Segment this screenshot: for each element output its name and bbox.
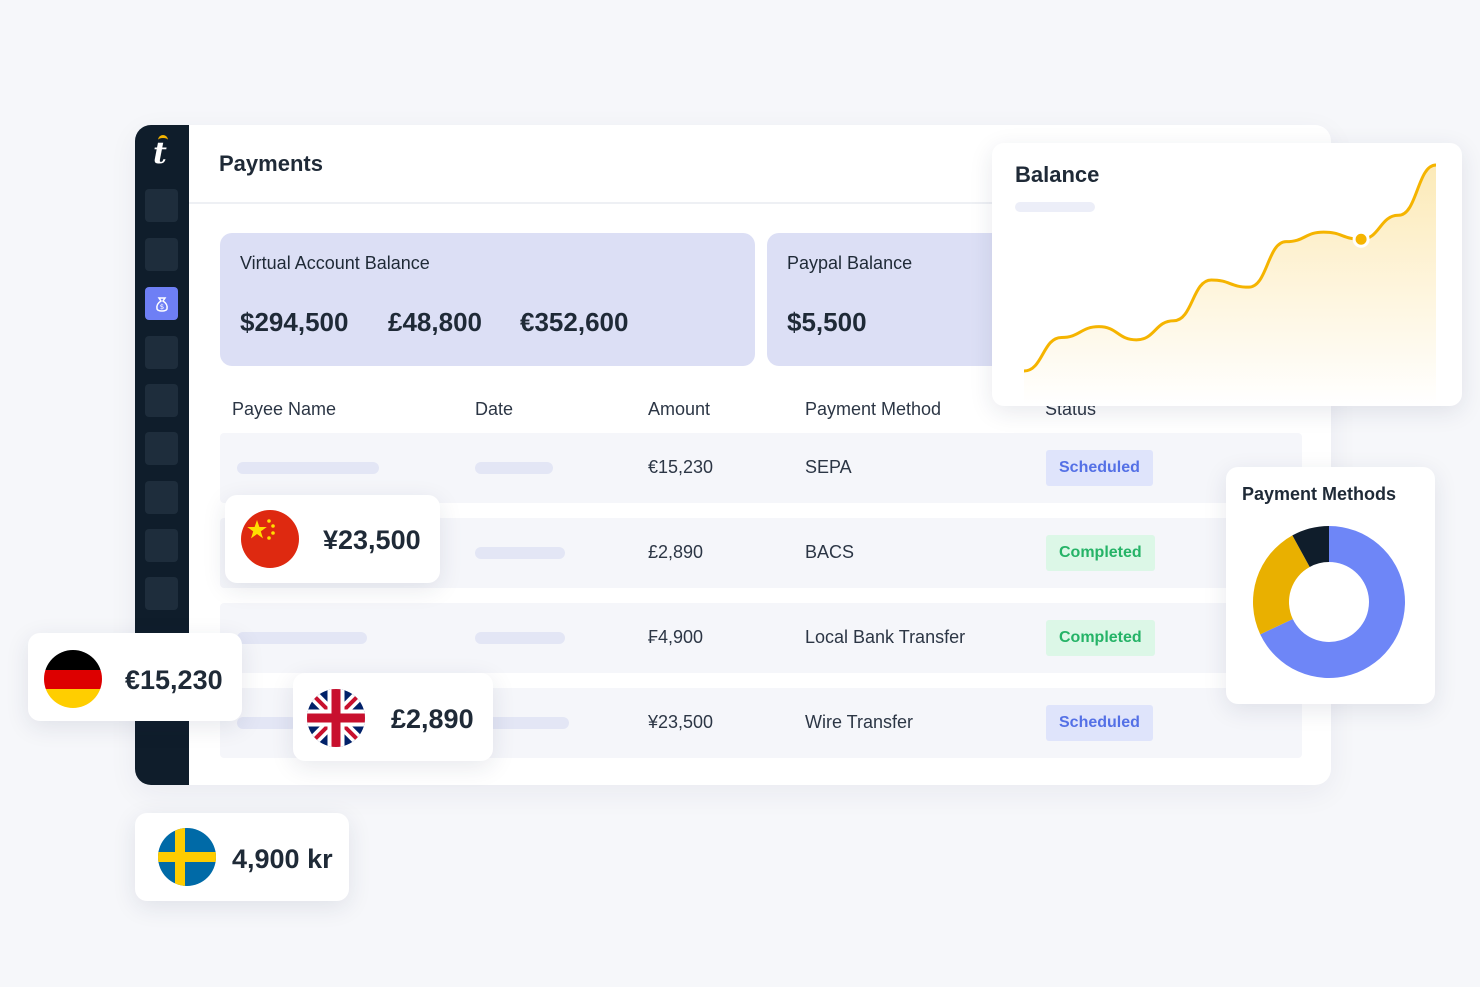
currency-amount: 4,900 kr xyxy=(232,844,333,874)
balance-highlight-point[interactable] xyxy=(1352,230,1370,248)
sidebar-item-1[interactable] xyxy=(145,189,178,222)
amount-cell: £2,890 xyxy=(648,542,704,562)
sidebar-item-8[interactable] xyxy=(145,529,178,562)
column-header-amount[interactable]: Amount xyxy=(648,399,711,419)
currency-card-eur[interactable]: €15,230 xyxy=(28,633,242,721)
status-badge: Scheduled xyxy=(1046,705,1153,741)
amount-cell: €15,230 xyxy=(648,457,714,477)
page-title: Payments xyxy=(219,151,323,176)
chart-title: Balance xyxy=(1015,162,1100,187)
method-cell: SEPA xyxy=(805,457,852,477)
balance-chart-card: Balance xyxy=(992,143,1462,406)
money-bag-icon: $ xyxy=(155,296,168,312)
payment-methods-card: Payment Methods xyxy=(1226,467,1435,704)
sidebar-item-6[interactable] xyxy=(145,432,178,465)
currency-card-cny[interactable]: ¥23,500 xyxy=(225,495,440,583)
status-badge: Scheduled xyxy=(1046,450,1153,486)
sweden-flag-icon xyxy=(158,828,216,886)
balance-line-chart xyxy=(1023,163,1437,405)
svg-text:$: $ xyxy=(159,303,163,311)
chart-title: Payment Methods xyxy=(1242,484,1397,504)
payment-methods-donut xyxy=(1253,526,1405,678)
donut-slice-3[interactable] xyxy=(1292,526,1329,567)
chart-subtitle-placeholder xyxy=(1015,202,1095,212)
balance-usd: $294,500 xyxy=(240,307,349,337)
balance-gbp: £48,800 xyxy=(388,307,482,337)
date-placeholder xyxy=(475,462,553,474)
sidebar-item-5[interactable] xyxy=(145,384,178,417)
balance-eur: €352,600 xyxy=(520,307,629,337)
status-badge: Completed xyxy=(1046,535,1155,571)
currency-card-gbp[interactable]: £2,890 xyxy=(293,673,493,761)
currency-card-sek[interactable]: 4,900 kr xyxy=(135,813,349,901)
date-placeholder xyxy=(475,632,565,644)
sidebar-item-payments[interactable]: $ xyxy=(145,287,178,320)
donut-slice-1[interactable] xyxy=(1260,526,1405,678)
logo-accent xyxy=(158,135,168,140)
payee-placeholder xyxy=(237,632,367,644)
balance-label: Virtual Account Balance xyxy=(240,253,430,273)
payee-placeholder xyxy=(237,462,379,474)
sidebar-item-9[interactable] xyxy=(145,577,178,610)
method-cell: Wire Transfer xyxy=(805,712,914,732)
sidebar-item-2[interactable] xyxy=(145,238,178,271)
uk-flag-icon xyxy=(307,689,365,747)
amount-cell: ¥23,500 xyxy=(648,712,714,732)
china-flag-icon xyxy=(241,510,299,568)
germany-flag-icon xyxy=(44,650,102,708)
table-row[interactable]: ₣4,900 Local Bank Transfer Completed xyxy=(220,603,1302,673)
date-placeholder xyxy=(475,547,565,559)
method-cell: Local Bank Transfer xyxy=(805,627,966,647)
balance-label: Paypal Balance xyxy=(787,253,913,273)
page-header: Payments xyxy=(189,125,1331,204)
date-placeholder xyxy=(475,717,569,729)
currency-amount: €15,230 xyxy=(125,665,223,695)
table-row[interactable]: €15,230 SEPA Scheduled xyxy=(220,433,1302,503)
column-header-payee[interactable]: Payee Name xyxy=(232,399,337,419)
method-cell: BACS xyxy=(805,542,855,562)
currency-amount: £2,890 xyxy=(391,704,474,734)
app-logo[interactable]: t xyxy=(153,136,167,171)
sidebar-item-4[interactable] xyxy=(145,336,178,369)
payee-placeholder xyxy=(237,717,297,729)
column-header-method[interactable]: Payment Method xyxy=(805,399,942,419)
column-header-date[interactable]: Date xyxy=(475,399,514,419)
status-badge: Completed xyxy=(1046,620,1155,656)
amount-cell: ₣4,900 xyxy=(648,627,704,647)
currency-amount: ¥23,500 xyxy=(323,525,421,555)
balance-paypal: $5,500 xyxy=(787,307,867,337)
balance-line xyxy=(1023,163,1437,373)
donut-slice-2[interactable] xyxy=(1253,535,1310,635)
sidebar-item-7[interactable] xyxy=(145,481,178,514)
sidebar: t $ xyxy=(135,125,189,785)
virtual-account-balance-card[interactable]: Virtual Account Balance $294,500 £48,800… xyxy=(220,233,755,366)
